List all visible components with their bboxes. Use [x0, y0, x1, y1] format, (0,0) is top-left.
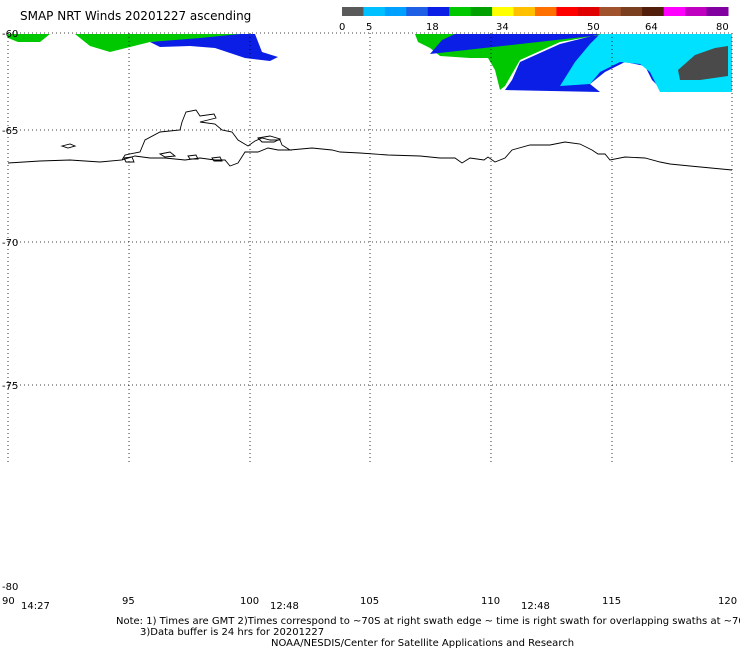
island-2 — [158, 151, 177, 158]
legend-tick-50: 50 — [587, 22, 600, 33]
legend-swatch-13 — [620, 7, 643, 16]
wind-swath-east — [415, 34, 732, 92]
legend-swatch-17 — [706, 7, 729, 16]
legend-tick-80: 80 — [716, 22, 729, 33]
coastline-lower — [121, 147, 292, 167]
lon-label-90: 90 — [2, 596, 15, 607]
lon-label-95: 95 — [122, 596, 135, 607]
lat-label-60: -60 — [2, 29, 18, 40]
coastline — [7, 109, 733, 171]
lon-label-100: 100 — [240, 596, 259, 607]
wind-map: -60 -65 -70 -75 -80 90 95 100 105 110 11… — [2, 29, 737, 612]
island-4 — [211, 156, 223, 162]
island-3 — [187, 154, 199, 160]
wind-area-blue-west — [150, 34, 278, 61]
lat-labels: -60 -65 -70 -75 -80 — [2, 29, 18, 593]
map-title: SMAP NRT Winds 20201227 ascending — [20, 9, 252, 23]
legend-swatch-12 — [599, 7, 622, 16]
legend-swatch-7 — [492, 7, 515, 16]
lat-label-75: -75 — [2, 381, 18, 392]
legend-tick-labels: 0 5 18 34 50 64 80 — [339, 22, 729, 33]
legend-swatch-14 — [642, 7, 665, 16]
wind-speed-legend: 0 5 18 34 50 64 80 — [339, 7, 729, 33]
antarctic-coastline — [7, 109, 733, 171]
legend-swatch-9 — [535, 7, 557, 16]
legend-swatch-11 — [577, 7, 600, 16]
lat-label-65: -65 — [2, 126, 18, 137]
note-line-3: NOAA/NESDIS/Center for Satellite Applica… — [271, 638, 575, 649]
island-5 — [257, 135, 282, 143]
legend-color-bar — [342, 7, 729, 16]
wind-swath-west — [8, 34, 278, 61]
lon-label-115: 115 — [602, 596, 621, 607]
legend-swatch-4 — [427, 7, 450, 16]
note-line-2: 3)Data buffer is 24 hrs for 20201227 — [140, 627, 325, 638]
lon-label-120: 120 — [718, 596, 737, 607]
legend-tick-64: 64 — [645, 22, 658, 33]
legend-swatch-3 — [406, 7, 429, 16]
island-6 — [123, 156, 135, 163]
time-label-1: 14:27 — [21, 601, 50, 612]
legend-swatch-10 — [556, 7, 579, 16]
wind-area-green-west — [8, 34, 50, 42]
wind-area-gray-east — [678, 46, 728, 80]
legend-tick-18: 18 — [426, 22, 439, 33]
island-1 — [60, 143, 77, 149]
legend-swatch-16 — [685, 7, 708, 16]
legend-tick-34: 34 — [496, 22, 509, 33]
time-labels: 14:27 12:48 12:48 — [21, 601, 550, 612]
lat-label-70: -70 — [2, 238, 18, 249]
lat-lon-grid — [7, 32, 733, 464]
lat-label-80: -80 — [2, 582, 18, 593]
legend-tick-5: 5 — [366, 22, 372, 33]
time-label-3: 12:48 — [521, 601, 550, 612]
legend-swatch-8 — [513, 7, 536, 16]
lon-label-105: 105 — [360, 596, 379, 607]
legend-swatch-5 — [449, 7, 472, 16]
time-label-2: 12:48 — [270, 601, 299, 612]
legend-swatch-15 — [663, 7, 686, 16]
lon-label-110: 110 — [481, 596, 500, 607]
legend-tick-0: 0 — [339, 22, 345, 33]
legend-swatch-6 — [470, 7, 493, 16]
lon-labels: 90 95 100 105 110 115 120 — [2, 596, 737, 607]
legend-swatch-1 — [363, 7, 386, 16]
legend-swatch-2 — [384, 7, 407, 16]
note-line-1: Note: 1) Times are GMT 2)Times correspon… — [116, 616, 740, 627]
legend-swatch-0 — [342, 7, 364, 16]
